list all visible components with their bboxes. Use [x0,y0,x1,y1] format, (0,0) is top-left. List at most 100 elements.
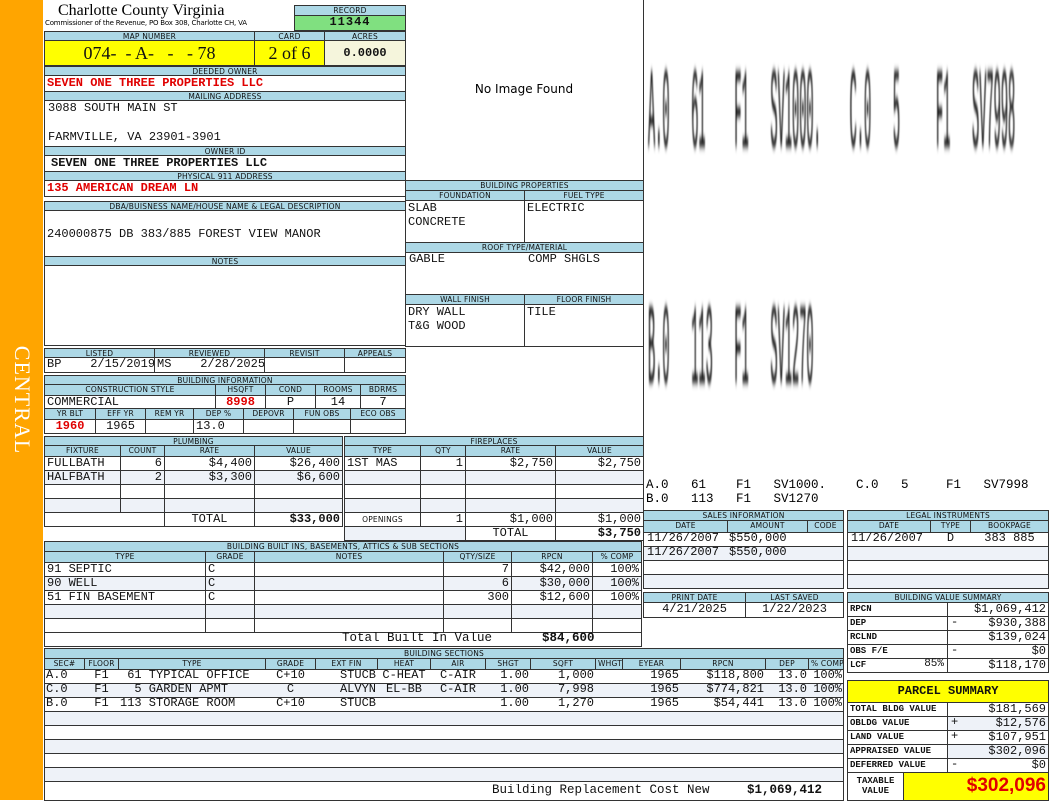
openings-value: 1 [420,512,466,527]
plumbing-cell [44,498,121,513]
section-cell [44,725,85,740]
building-info-value: 7 [360,395,406,409]
section-cell [84,739,119,754]
section-cell [377,753,431,768]
section-cell [485,711,531,726]
sale-amount: $550,000 [729,532,787,545]
sale-date: 11/26/2007 [647,546,720,559]
plumbing-cell: $6,600 [254,470,343,485]
section-cell: $54,441 [713,697,764,710]
section-cell [44,767,85,782]
plumbing-cell [254,498,343,513]
sketch-legend-1: A.0 61 F1 SV1000. C.0 5 F1 SV7998 [646,478,1029,492]
value-summary-sign [949,630,966,645]
section-cell: C+10 [276,669,305,682]
plumbing-cell [164,498,255,513]
section-cell: 113 STORAGE ROOM [120,697,236,710]
built-ins-cell [44,604,206,619]
section-cell [377,697,431,712]
section-cell [265,725,316,740]
parcel-summary-value: $12,576 [947,716,1049,731]
section-cell [485,739,531,754]
sale-amount [727,560,808,575]
built-ins-cell: C [205,576,255,591]
built-ins-cell: 100% [592,590,642,605]
section-cell [595,669,623,684]
built-ins-cell [443,618,512,633]
building-info-value: 13.0 [193,419,244,434]
district-label: CENTRAL [9,345,35,455]
section-cell: 1.00 [500,669,529,682]
section-cell [315,739,378,754]
section-cell [118,711,266,726]
built-ins-cell: 51 FIN BASEMENT [44,590,206,605]
plumbing-total-label: TOTAL [164,512,255,527]
section-cell [118,739,266,754]
section-cell: 13.0 [778,683,807,696]
plumbing-cell [254,484,343,499]
section-cell [530,739,596,754]
instrument-date [849,574,931,589]
instrument-type [930,574,971,589]
building-info-value: 14 [315,395,361,409]
building-info-value [145,419,194,434]
section-cell [530,725,596,740]
fireplaces-cell [465,470,556,485]
review-value: MS 2/28/2025 [154,357,265,373]
instrument-type [930,546,971,561]
section-cell [265,767,316,782]
built-ins-cell: 300 [443,590,512,605]
notes-field [44,265,406,346]
card-number: 2 of 6 [254,40,325,66]
fireplaces-cell [344,470,421,485]
fireplaces-cell [555,470,644,485]
section-cell [430,725,486,740]
building-info-value [350,419,406,434]
parcel-summary-label: TOTAL BLDG VALUE [847,702,948,717]
fireplace-total-label: TOTAL [465,526,556,541]
built-ins-cell [511,604,593,619]
openings-value: $1,000 [465,512,556,527]
taxable-value: $302,096 [903,772,1049,801]
section-cell [595,697,623,712]
built-ins-cell: C [205,562,255,577]
section-cell [315,711,378,726]
building-info-value [243,419,294,434]
section-cell [808,753,844,768]
section-cell: EL-BB [385,683,422,696]
record-number: 11344 [294,15,406,31]
built-ins-cell: 91 SEPTIC [44,562,206,577]
district-sidebar: CENTRAL [0,0,43,800]
section-cell [765,767,809,782]
built-ins-cell: 90 WELL [44,576,206,591]
plumbing-cell: $3,300 [164,470,255,485]
parcel-summary-sign [949,702,966,717]
section-cell: STUCB [339,669,376,682]
legal-row [847,574,1049,589]
section-cell [315,725,378,740]
foundation-value: SLAB CONCRETE [405,200,525,243]
building-info-value: COMMERCIAL [44,395,216,409]
section-cell: F1 [94,697,109,710]
parcel-summary-sign: - [951,758,959,771]
section-cell [808,739,844,754]
built-ins-cell [205,604,255,619]
built-ins-total-row [44,632,642,647]
section-cell [622,767,681,782]
section-cell [377,767,431,782]
section-cell [430,711,486,726]
fireplaces-cell [420,470,466,485]
section-cell: F1 [94,669,109,682]
section-cell: 100% [813,697,842,710]
instrument-date: 11/26/2007 [851,532,924,545]
parcel-summary-sign [949,744,966,759]
parcel-summary-sign: + [951,730,959,743]
parcel-summary-title: PARCEL SUMMARY [847,680,1049,703]
section-cell [265,753,316,768]
section-cell: F1 [94,683,109,696]
plumbing-cell [164,484,255,499]
legal-description: 240000875 DB 383/885 FOREST VIEW MANOR [44,210,406,257]
fireplaces-cell [465,498,556,513]
replacement-cost-value: $1,069,412 [747,784,823,797]
built-ins-cell [254,576,444,591]
